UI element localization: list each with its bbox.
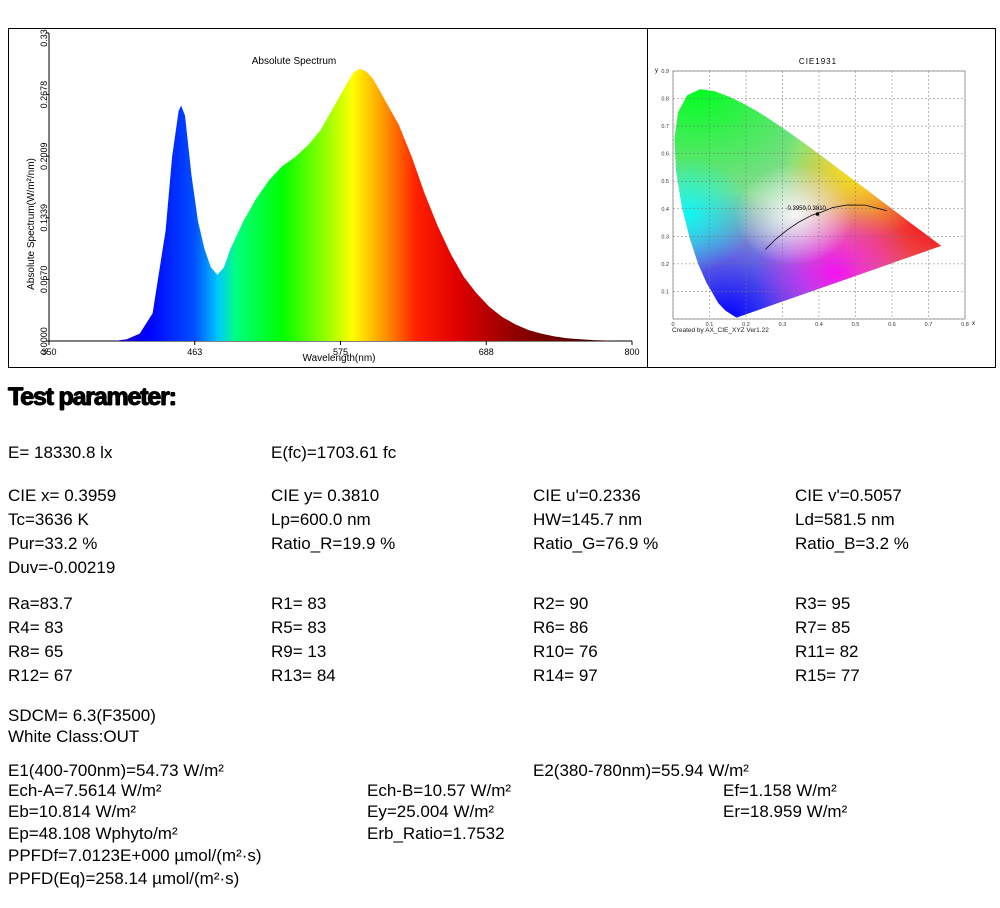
cri-r10: R10= 76 — [533, 642, 598, 661]
ppfd-eq: PPFD(Eq)=258.14 µmol/(m²·s) — [8, 869, 240, 888]
cri-r15: R15= 77 — [795, 666, 860, 685]
cie-y-tick-label: 0.6 — [661, 152, 669, 158]
spectrum-y-tick-label: 0.2009 — [39, 142, 49, 170]
sdcm: SDCM= 6.3(F3500) — [8, 706, 156, 725]
peak-wavelength: Lp=600.0 nm — [271, 510, 371, 529]
ef: Ef=1.158 W/m² — [723, 781, 837, 800]
cie-x-tick-label: 0.4 — [815, 322, 823, 328]
cie-v-value: CIE v'=0.5057 — [795, 486, 902, 505]
spectrum-y-tick-label: 0.0670 — [39, 266, 49, 294]
spectrum-ylabel: Absolute Spectrum(W/m²/nm) — [26, 158, 37, 290]
cri-ra: Ra=83.7 — [8, 594, 73, 613]
dominant-wavelength: Ld=581.5 nm — [795, 510, 895, 529]
er: Er=18.959 W/m² — [723, 802, 848, 821]
cie-gamut-layer — [674, 89, 942, 318]
cie-color-gamut — [674, 89, 942, 318]
cie-u-value: CIE u'=0.2336 — [533, 486, 641, 505]
purity: Pur=33.2 % — [8, 534, 98, 553]
ppfdf: PPFDf=7.0123E+000 µmol/(m²·s) — [8, 846, 262, 865]
spectrum-title: Absolute Spectrum — [252, 56, 337, 67]
cie-y-tick-label: 0.1 — [661, 289, 669, 295]
cri-r12: R12= 67 — [8, 666, 73, 685]
e1-irradiance: E1(400-700nm)=54.73 W/m² — [8, 761, 224, 780]
cie-grid: 0 0.1 0.2 0.3 0.4 0.5 0.6 0.7 0.8 0.1 0.2 0.3 0.4 0.5… — [661, 69, 968, 328]
cie-y-tick-label: 0.5 — [661, 179, 669, 185]
cie-plot-frame — [672, 70, 966, 320]
cie-y-tick-label: 0.3 — [661, 234, 669, 240]
e2-irradiance: E2(380-780nm)=55.94 W/m² — [533, 761, 749, 780]
cie-x-tick-label: 0.2 — [742, 322, 750, 328]
cie-y-tick-label: 0.9 — [661, 69, 669, 75]
spectrum-x-tick-label: 350 — [41, 347, 56, 357]
illuminance: E= 18330.8 lx — [8, 443, 113, 462]
cie-y-value: CIE y= 0.3810 — [271, 486, 380, 505]
cri-r5: R5= 83 — [271, 618, 327, 637]
spectrum-y-tick-label: 0.3348 — [39, 29, 49, 47]
spectrum-axes: 350 463 575 688 800 0.0000 0.0670 0.1339 0.2009 0… — [39, 29, 640, 357]
cie-x-tick-label: 0.7 — [925, 322, 933, 328]
cri-r9: R9= 13 — [271, 642, 327, 661]
cie-footer: Created by AX_CIE_XYZ Ver1.22 — [672, 327, 769, 334]
white-class: White Class:OUT — [8, 727, 140, 746]
ratio-blue: Ratio_B=3.2 % — [795, 534, 909, 553]
cri-r8: R8= 65 — [8, 642, 64, 661]
cri-r13: R13= 84 — [271, 666, 336, 685]
spectrum-chart: 350 463 575 688 800 0.0000 0.0670 0.1339 0.2009 0… — [8, 28, 648, 368]
spectrum-x-tick-label: 688 — [479, 347, 494, 357]
spectrum-y-tick-label: 0.1339 — [39, 204, 49, 232]
cie-y-tick-label: 0.4 — [661, 207, 669, 213]
illuminance-fc: E(fc)=1703.61 fc — [271, 443, 397, 462]
cri-r3: R3= 95 — [795, 594, 851, 613]
cri-r14: R14= 97 — [533, 666, 598, 685]
ep: Ep=48.108 Wphyto/m² — [8, 824, 178, 843]
spectrum-svg: 350 463 575 688 800 0.0000 0.0670 0.1339 0.2009 0… — [26, 29, 640, 364]
cie-x-tick-label: 0.1 — [706, 322, 714, 328]
cri-r2: R2= 90 — [533, 594, 589, 613]
section-heading: Test parameter: — [8, 383, 177, 411]
chromaticity-point-label: 0.3959,0.3810 — [788, 206, 827, 212]
cie-y-tick-label: 0.8 — [661, 97, 669, 103]
cie-x-tick-label: 0.6 — [888, 322, 896, 328]
cri-r7: R7= 85 — [795, 618, 851, 637]
cie-x-tick-label: 0 — [671, 322, 674, 328]
ratio-red: Ratio_R=19.9 % — [271, 534, 396, 553]
cie-x-axis-label: x — [972, 321, 975, 327]
cri-r6: R6= 86 — [533, 618, 589, 637]
cie-x-tick-label: 0.8 — [961, 322, 969, 328]
spectrum-area — [113, 68, 620, 341]
eb: Eb=10.814 W/m² — [8, 802, 137, 821]
ey: Ey=25.004 W/m² — [367, 802, 495, 821]
cie1931-chart: CIE1931 0 0.1 0.2 0.3 0.4 0.5 0.6 0.7 0.8 0.1 0.2 0… — [647, 28, 996, 368]
chromaticity-point — [815, 212, 820, 216]
color-temperature: Tc=3636 K — [8, 510, 89, 529]
cri-r1: R1= 83 — [271, 594, 327, 613]
erb-ratio: Erb_Ratio=1.7532 — [367, 824, 505, 843]
cie-x-value: CIE x= 0.3959 — [8, 486, 117, 505]
cie-y-axis-label: y — [655, 68, 658, 74]
duv: Duv=-0.00219 — [8, 558, 116, 577]
spectrum-xlabel: Wavelength(nm) — [303, 353, 376, 364]
spectrum-x-tick-label: 800 — [624, 347, 639, 357]
spectrum-y-tick-label: 0.2678 — [39, 81, 49, 109]
cie-x-tick-label: 0.3 — [779, 322, 787, 328]
cri-r4: R4= 83 — [8, 618, 64, 637]
ech-b: Ech-B=10.57 W/m² — [367, 781, 512, 800]
cri-r11: R11= 82 — [795, 642, 859, 661]
spectrum-y-tick-label: 0.0000 — [39, 327, 49, 355]
ech-a: Ech-A=7.5614 W/m² — [8, 781, 162, 800]
spectrum-x-tick-label: 575 — [333, 347, 348, 357]
cie-y-tick-label: 0.2 — [661, 262, 669, 268]
cie-x-tick-label: 0.5 — [852, 322, 860, 328]
half-width: HW=145.7 nm — [533, 510, 643, 529]
cie-y-tick-label: 0.7 — [661, 124, 669, 130]
cie-title: CIE1931 — [799, 57, 837, 66]
cie-svg: CIE1931 0 0.1 0.2 0.3 0.4 0.5 0.6 0.7 0.80.10.20… — [655, 57, 975, 334]
spectrum-x-tick-label: 463 — [187, 347, 202, 357]
ratio-green: Ratio_G=76.9 % — [533, 534, 659, 553]
